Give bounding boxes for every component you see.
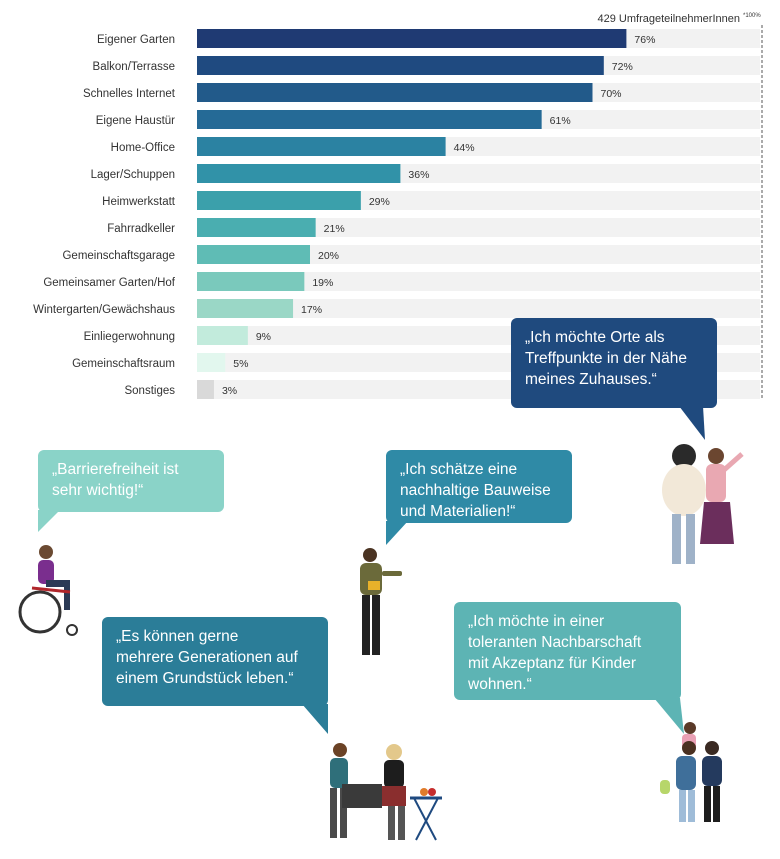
bar-track — [197, 218, 760, 237]
category-label: Home-Office — [111, 142, 175, 154]
bubble-tail — [302, 704, 328, 734]
category-label: Schnelles Internet — [83, 88, 176, 100]
quote-bubble-accessibility: „Barrierefreiheit ist sehr wichtig!“ — [38, 450, 224, 532]
value-label: 29% — [369, 196, 390, 208]
axis-max-label: *100% — [743, 13, 761, 19]
bar — [197, 299, 294, 318]
participants-note: 429 UmfrageteilnehmerInnen — [598, 13, 740, 25]
value-label: 76% — [634, 34, 655, 46]
quote-bubble-generations: „Es können gerne mehrere Generationen au… — [102, 617, 328, 734]
value-label: 36% — [408, 169, 429, 181]
bubble-tail — [386, 521, 408, 545]
wheelchair-user-illustration — [18, 545, 78, 636]
bar — [197, 110, 542, 129]
man-with-book-illustration — [360, 548, 402, 655]
bar — [197, 218, 316, 237]
bar — [197, 326, 248, 345]
value-label: 17% — [301, 304, 322, 316]
barbecue-couple-illustration — [330, 743, 442, 841]
value-label: 44% — [454, 142, 475, 154]
bar — [197, 272, 305, 291]
category-label: Sonstiges — [124, 385, 175, 397]
bar — [197, 353, 226, 372]
quote-text: „Ich möchte Orte als Treffpunkte in der … — [525, 329, 687, 388]
bubble-tail — [654, 698, 684, 734]
category-label: Gemeinsamer Garten/Hof — [43, 277, 175, 289]
bar-track — [197, 299, 760, 318]
hugging-couple-illustration — [662, 444, 744, 564]
category-label: Wintergarten/Gewächshaus — [33, 304, 175, 316]
value-label: 19% — [312, 277, 333, 289]
quote-text: „Ich schätze eine nachhaltige Bauweise u… — [400, 461, 551, 520]
bar — [197, 29, 627, 48]
category-label: Eigener Garten — [97, 34, 175, 46]
quote-bubble-tolerance: „Ich möchte in einer toleranten Nachbars… — [454, 602, 684, 734]
quote-text: „Ich möchte in einer toleranten Nachbars… — [468, 613, 642, 693]
bar — [197, 83, 593, 102]
value-label: 20% — [318, 250, 339, 262]
category-label: Einliegerwohnung — [84, 331, 175, 343]
bar — [197, 137, 446, 156]
bar — [197, 164, 401, 183]
bar — [197, 191, 361, 210]
bar-track — [197, 245, 760, 264]
bar-chart: 429 UmfrageteilnehmerInnen *100% Eigener… — [33, 13, 763, 400]
value-label: 9% — [256, 331, 271, 343]
value-label: 61% — [550, 115, 571, 127]
bar — [197, 56, 604, 75]
category-label: Gemeinschaftsgarage — [62, 250, 175, 262]
value-label: 3% — [222, 385, 237, 397]
quote-text: „Barrierefreiheit ist sehr wichtig!“ — [52, 461, 179, 499]
quote-bubble-sustainability: „Ich schätze eine nachhaltige Bauweise u… — [386, 450, 572, 545]
bar-track — [197, 272, 760, 291]
value-label: 5% — [233, 358, 248, 370]
bar — [197, 245, 310, 264]
value-label: 70% — [601, 88, 622, 100]
quote-text: „Es können gerne mehrere Generationen au… — [116, 628, 298, 687]
family-with-child-illustration — [660, 722, 722, 822]
category-label: Lager/Schuppen — [91, 169, 175, 181]
bubble-tail — [679, 406, 705, 440]
value-label: 21% — [324, 223, 345, 235]
category-label: Fahrradkeller — [107, 223, 175, 235]
bar — [197, 380, 214, 399]
category-label: Heimwerkstatt — [102, 196, 176, 208]
category-label: Gemeinschaftsraum — [72, 358, 175, 370]
value-label: 72% — [612, 61, 633, 73]
category-label: Eigene Haustür — [96, 115, 175, 127]
bubble-tail — [38, 510, 60, 532]
category-label: Balkon/Terrasse — [93, 61, 175, 73]
quote-bubble-meeting-places: „Ich möchte Orte als Treffpunkte in der … — [511, 318, 717, 440]
